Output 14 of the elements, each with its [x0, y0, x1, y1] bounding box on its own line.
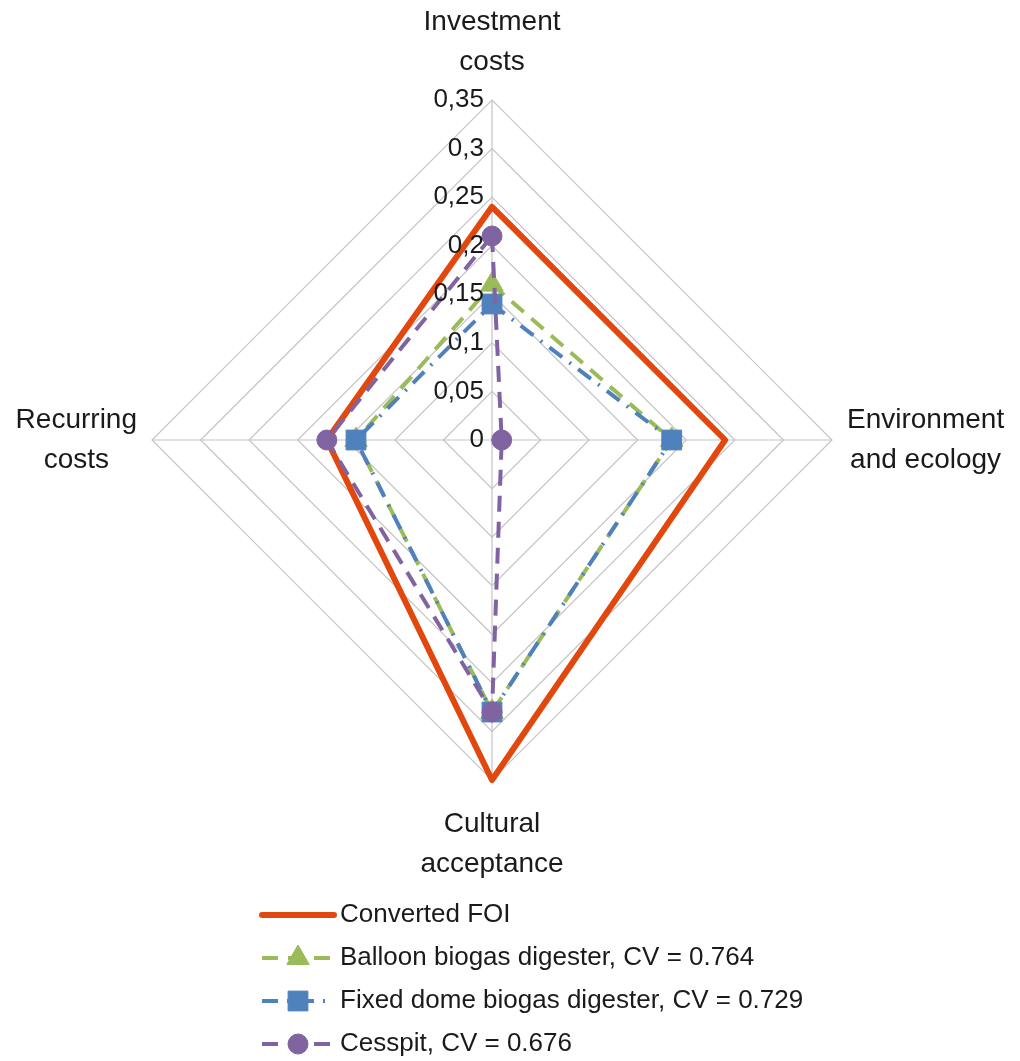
spoke-label: Environment and ecology [847, 402, 1005, 474]
y-tick-label: 0,3 [447, 131, 484, 162]
y-tick-label: 0,35 [433, 83, 484, 114]
legend-label: Balloon biogas digester, CV = 0.764 [340, 941, 755, 972]
legend-label: Cesspit, CV = 0.676 [340, 1027, 572, 1058]
legend-label: Converted FOI [340, 898, 511, 929]
spoke-label: Cultural acceptance [420, 806, 564, 878]
spoke-label: Investment costs [423, 4, 561, 76]
spoke-label: Recurring costs [15, 402, 138, 474]
legend-label: Fixed dome biogas digester, CV = 0.729 [340, 984, 804, 1015]
y-tick-label: 0,1 [447, 326, 484, 357]
y-tick-label: 0 [469, 423, 484, 454]
y-tick-label: 0,25 [433, 180, 484, 211]
y-tick-label: 0,05 [433, 374, 484, 405]
